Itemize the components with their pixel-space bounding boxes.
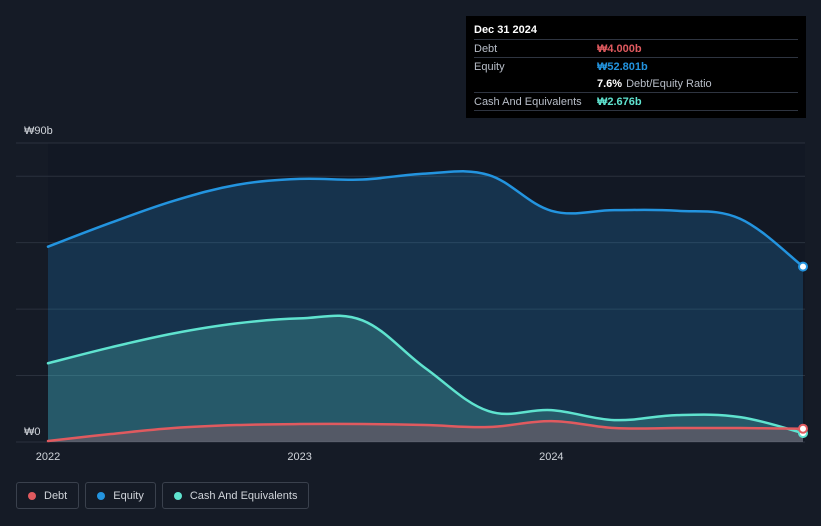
- x-tick-label: 2023: [287, 451, 311, 463]
- y-tick-label: ₩0: [24, 426, 41, 438]
- tooltip-equity-value: ₩52.801b: [597, 60, 648, 73]
- axis-labels: ₩90b ₩0 2022 2023 2024: [24, 125, 564, 463]
- y-tick-label: ₩90b: [24, 125, 53, 137]
- tooltip-row-ratio: 7.6% Debt/Equity Ratio: [474, 75, 798, 92]
- tooltip-ratio-value: 7.6%: [597, 77, 623, 90]
- tooltip-panel: Dec 31 2024 Debt ₩4.000b Equity ₩52.801b…: [466, 16, 806, 118]
- equity-line: [46, 170, 805, 268]
- equity-end-marker: [798, 261, 808, 272]
- equity-area: [48, 171, 803, 442]
- x-tick-label: 2024: [539, 451, 563, 463]
- tooltip-ratio-label: Debt/Equity Ratio: [626, 77, 712, 90]
- tooltip-date: Dec 31 2024: [474, 24, 537, 36]
- tooltip-debt-value: ₩4.000b: [597, 42, 642, 55]
- gridlines: [16, 142, 805, 443]
- tooltip-cash-label: Cash And Equivalents: [474, 95, 582, 108]
- legend-debt-label: Debt: [44, 489, 68, 502]
- plot-background: [48, 143, 805, 442]
- equity-dot-icon: [97, 491, 106, 500]
- tooltip-debt-label: Debt: [474, 42, 498, 55]
- series-areas: [48, 171, 803, 442]
- tooltip-row-equity: Equity ₩52.801b: [474, 57, 798, 75]
- debt-line: [46, 419, 805, 443]
- tooltip-cash-value: ₩2.676b: [597, 95, 642, 108]
- legend-cash-label: Cash And Equivalents: [189, 489, 298, 502]
- series-lines: [46, 170, 805, 443]
- x-tick-label: 2022: [36, 451, 60, 463]
- legend-equity-label: Equity: [113, 489, 144, 502]
- legend-item-cash[interactable]: Cash And Equivalents: [161, 482, 310, 509]
- end-markers: [798, 261, 808, 439]
- chart-legend: Debt Equity Cash And Equivalents: [16, 482, 310, 509]
- legend-item-debt[interactable]: Debt: [16, 482, 80, 509]
- cash-dot-icon: [173, 491, 182, 500]
- tooltip-equity-label: Equity: [474, 60, 505, 73]
- tooltip-row-debt: Debt ₩4.000b: [474, 39, 798, 57]
- legend-item-equity[interactable]: Equity: [85, 482, 156, 509]
- cash-area: [48, 315, 803, 442]
- cash-line: [46, 314, 805, 435]
- tooltip-row-cash: Cash And Equivalents ₩2.676b: [474, 92, 798, 111]
- debt-end-marker: [798, 423, 808, 434]
- debt-dot-icon: [28, 491, 36, 500]
